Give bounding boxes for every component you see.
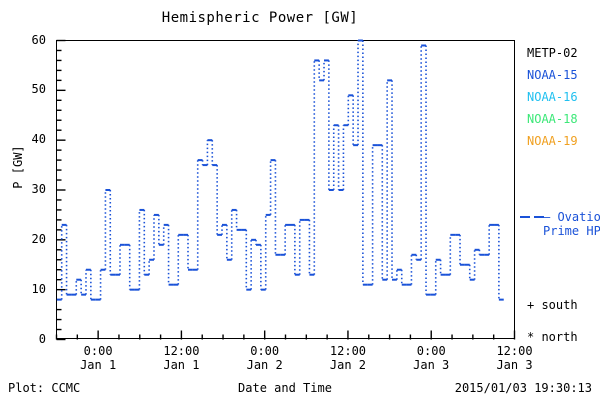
x-axis-tick-label: 12:00 Jan 3 [470, 344, 560, 372]
data-series-noaa-15 [56, 39, 504, 301]
x-axis-tick-label: 12:00 Jan 2 [303, 344, 393, 372]
y-axis-tick-label: 0 [38, 331, 46, 346]
x-tick-date: Jan 3 [413, 358, 450, 372]
y-axis-tick-label: 20 [31, 231, 46, 246]
x-axis-tick-label: 0:00 Jan 1 [53, 344, 143, 372]
y-axis-tick-label: 30 [31, 182, 46, 196]
ovation-legend-line1: — Ovation [543, 210, 600, 224]
legend-item-metp-02: METP-02 [527, 46, 578, 60]
ovation-dash-right-icon [534, 216, 544, 218]
x-axis-tick-label: 0:00 Jan 2 [220, 344, 310, 372]
x-tick-time: 12:00 [496, 344, 533, 358]
x-tick-time: 0:00 [83, 344, 113, 358]
x-tick-date: Jan 2 [329, 358, 367, 372]
x-axis-tick-label: 0:00 Jan 3 [386, 344, 476, 372]
y-axis-tick-label: 10 [31, 281, 46, 296]
legend-item-noaa-15: NOAA-15 [527, 68, 578, 82]
data-series-layer [56, 39, 504, 301]
x-axis-ticks [55, 330, 516, 340]
y-axis-tick-label: 50 [31, 82, 46, 97]
x-tick-time: 0:00 [250, 344, 280, 358]
plot-credit: Plot: CCMC [8, 381, 81, 395]
x-tick-time: 12:00 [163, 344, 200, 358]
legend-marker-south: + south [527, 298, 578, 312]
chart-title: Hemispheric Power [GW] [161, 10, 359, 26]
y-axis-ticks [56, 39, 66, 341]
x-tick-date: Jan 1 [163, 358, 200, 372]
x-tick-time: 12:00 [329, 344, 367, 358]
timestamp: 2015/01/03 19:30:13 [454, 381, 592, 395]
ovation-dash-left-icon [520, 216, 530, 218]
legend-item-noaa-18: NOAA-18 [527, 112, 578, 126]
y-axis-tick-label: 40 [31, 132, 46, 147]
x-tick-date: Jan 3 [496, 358, 533, 372]
x-tick-date: Jan 1 [80, 358, 117, 372]
x-tick-date: Jan 2 [246, 358, 283, 372]
ovation-prime-hpi-legend: — Ovation Prime HPI [543, 210, 600, 238]
ovation-legend-line2: Prime HPI [543, 224, 600, 238]
y-axis-tick-label: 60 [31, 32, 46, 47]
x-axis-title: Date and Time [238, 381, 332, 395]
legend-marker-north: * north [527, 330, 578, 344]
legend-item-noaa-16: NOAA-16 [527, 90, 578, 104]
x-axis-tick-label: 12:00 Jan 1 [136, 344, 226, 372]
legend-item-noaa-19: NOAA-19 [527, 134, 578, 148]
x-tick-time: 0:00 [416, 344, 446, 358]
